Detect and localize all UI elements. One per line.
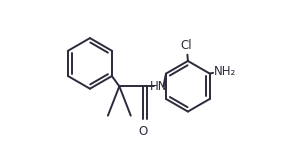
Text: HN: HN	[150, 80, 167, 93]
Text: Cl: Cl	[180, 39, 192, 52]
Text: O: O	[138, 125, 148, 138]
Text: NH₂: NH₂	[214, 65, 236, 79]
